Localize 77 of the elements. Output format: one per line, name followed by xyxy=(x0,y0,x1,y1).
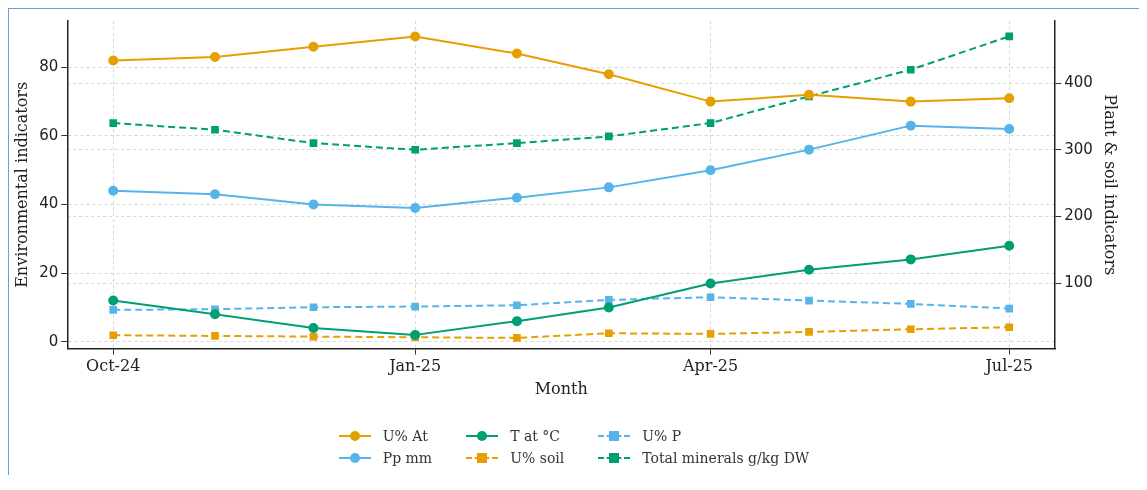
point xyxy=(308,199,319,210)
point xyxy=(108,55,119,66)
point xyxy=(411,302,420,311)
y2-axis-title: Plant & soil indicators xyxy=(1101,94,1121,276)
point xyxy=(905,120,916,131)
point xyxy=(109,331,118,340)
legend-label: Total minerals g/kg DW xyxy=(642,450,810,466)
point xyxy=(906,65,915,74)
point xyxy=(604,329,613,338)
point xyxy=(410,329,421,340)
point xyxy=(109,119,118,127)
point xyxy=(411,145,420,154)
point xyxy=(109,306,118,314)
point xyxy=(705,278,716,289)
x-axis-title: Month xyxy=(534,378,588,398)
y2-tick-label: 300 xyxy=(1064,139,1093,158)
point xyxy=(706,119,715,127)
point xyxy=(906,325,915,334)
point xyxy=(706,293,715,302)
point xyxy=(308,41,319,52)
point xyxy=(309,139,318,147)
point xyxy=(1005,32,1014,41)
point xyxy=(410,202,421,213)
point xyxy=(705,96,716,107)
point xyxy=(804,144,815,155)
point xyxy=(511,316,522,327)
point xyxy=(209,52,220,63)
point xyxy=(108,295,119,306)
legend-label: U% P xyxy=(642,428,682,444)
point xyxy=(603,69,614,80)
point xyxy=(1004,240,1015,251)
y-axis-title: Environmental indicators xyxy=(11,81,31,288)
point xyxy=(511,48,522,59)
point xyxy=(211,125,219,134)
legend-label: Pp mm xyxy=(382,450,433,466)
point xyxy=(1004,124,1015,135)
point xyxy=(209,189,220,200)
point xyxy=(604,132,613,141)
point xyxy=(1004,93,1015,104)
y-tick-label: 60 xyxy=(39,125,59,144)
point xyxy=(511,192,522,203)
point xyxy=(805,328,813,336)
point xyxy=(513,301,521,310)
point xyxy=(905,96,916,107)
point xyxy=(108,185,119,196)
point xyxy=(906,300,915,308)
point xyxy=(410,31,421,42)
y-tick-label: 0 xyxy=(48,331,59,350)
point xyxy=(706,330,715,338)
y-tick-label: 40 xyxy=(39,194,59,213)
y2-tick-label: 200 xyxy=(1064,206,1093,225)
point xyxy=(1005,304,1014,313)
legend-label: U% soil xyxy=(510,450,565,466)
y2-tick-label: 400 xyxy=(1064,72,1093,91)
point xyxy=(1005,323,1014,332)
point xyxy=(804,264,815,275)
x-tick-label: Jul-25 xyxy=(983,356,1034,376)
x-tick-label: Jan-25 xyxy=(387,356,442,376)
x-tick-label: Apr-25 xyxy=(681,356,739,376)
x-tick-label: Oct-24 xyxy=(86,356,141,376)
point xyxy=(705,165,716,176)
point xyxy=(805,296,813,305)
point xyxy=(513,334,521,342)
point xyxy=(905,254,916,265)
point xyxy=(308,323,319,334)
point xyxy=(603,182,614,193)
legend-label: T at °C xyxy=(510,428,561,444)
point xyxy=(604,296,613,304)
point xyxy=(603,302,614,313)
y2-tick-label: 100 xyxy=(1064,273,1093,292)
point xyxy=(513,139,521,147)
point xyxy=(211,332,219,340)
point xyxy=(309,303,318,312)
point xyxy=(209,309,220,320)
y-tick-label: 80 xyxy=(39,57,59,76)
legend-label: U% At xyxy=(382,428,428,444)
y-tick-label: 20 xyxy=(39,263,59,282)
